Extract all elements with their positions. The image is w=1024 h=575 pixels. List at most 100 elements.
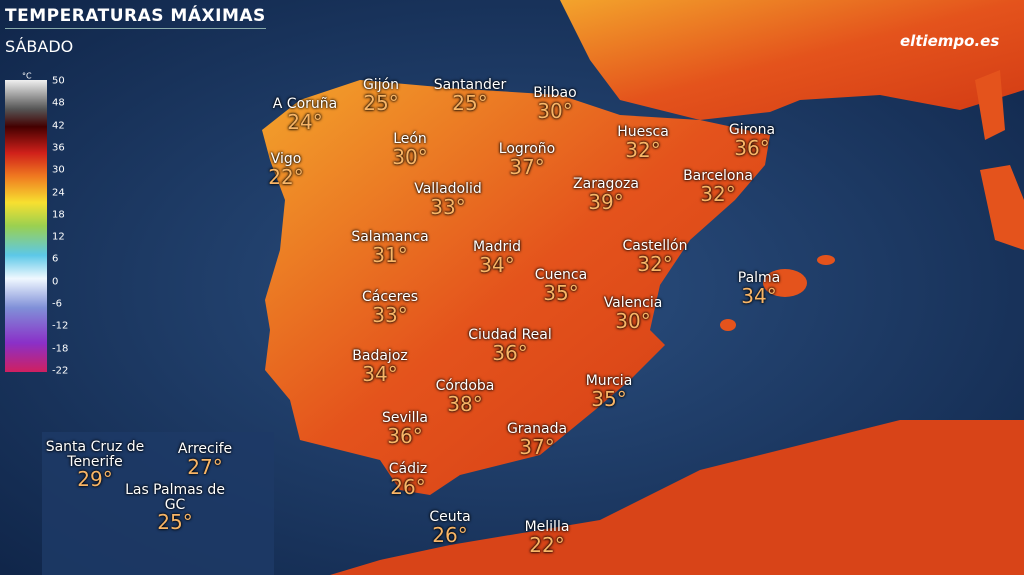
africa: [330, 420, 1024, 575]
city-name: Palma: [737, 270, 781, 286]
legend-label: -18: [52, 343, 69, 355]
legend-label: 42: [52, 120, 65, 132]
corsica-sardinia: [975, 70, 1024, 250]
city-name: Ciudad Real: [468, 327, 552, 343]
city-name: Murcia: [585, 373, 633, 389]
city-temp: 37°: [509, 154, 545, 179]
legend-label: -12: [52, 320, 69, 332]
city-label: Ciudad Real 36°: [468, 328, 552, 364]
city-label: Huesca 32°: [617, 125, 669, 161]
france: [560, 0, 1024, 120]
legend-label: 50: [52, 75, 65, 87]
city-name: Castellón: [622, 238, 688, 254]
city-temp: 25°: [452, 90, 488, 115]
city-label: A Coruña 24°: [273, 97, 337, 133]
iberia: [262, 80, 770, 495]
city-label: Murcia 35°: [586, 374, 633, 410]
city-name: Cáceres: [361, 289, 419, 305]
city-label: Logroño 37°: [499, 142, 555, 178]
city-temp: 30°: [392, 144, 428, 169]
legend-scale: [5, 80, 47, 372]
city-temp: 31°: [372, 242, 408, 267]
city-label: Cádiz 26°: [389, 462, 427, 498]
legend-unit: °C: [22, 71, 32, 81]
city-label: Valencia 30°: [604, 296, 663, 332]
city-temp: 36°: [492, 340, 528, 365]
city-temp: 32°: [700, 181, 736, 206]
city-temp: 37°: [519, 434, 555, 459]
city-label: Vigo 22°: [268, 152, 303, 188]
city-temp: 25°: [157, 510, 193, 535]
city-label: Cuenca 35°: [535, 268, 587, 304]
city-label: Salamanca 31°: [351, 230, 428, 266]
city-label: Girona 36°: [729, 123, 775, 159]
legend-label: 48: [52, 97, 65, 109]
city-temp: 32°: [625, 137, 661, 162]
city-label: Gijón 25°: [363, 78, 399, 114]
legend-label: 0: [52, 276, 59, 288]
city-name: Logroño: [498, 141, 556, 157]
city-name: Sevilla: [381, 410, 429, 426]
city-label: Castellón 32°: [623, 239, 688, 275]
city-label: Barcelona 32°: [683, 169, 753, 205]
city-name: Huesca: [617, 124, 669, 140]
city-temp: 30°: [537, 98, 573, 123]
city-temp: 33°: [372, 302, 408, 327]
mallorca: [763, 269, 807, 297]
city-temp: 39°: [588, 189, 624, 214]
city-label: Badajoz 34°: [352, 349, 407, 385]
city-name: Badajoz: [352, 348, 408, 364]
city-label: Ceuta 26°: [429, 510, 470, 546]
canarias-box: [42, 432, 274, 575]
city-name: Bilbao: [533, 85, 577, 101]
city-label: Córdoba 38°: [436, 379, 495, 415]
subtitle: SÁBADO: [5, 37, 74, 56]
city-name: Ceuta: [429, 509, 471, 525]
city-temp: 32°: [637, 251, 673, 276]
city-temp: 26°: [432, 522, 468, 547]
legend-label: 6: [52, 253, 59, 265]
city-name: Granada: [506, 421, 568, 437]
city-temp: 30°: [615, 308, 651, 333]
city-name: Salamanca: [351, 229, 429, 245]
title: TEMPERATURAS MÁXIMAS: [5, 6, 266, 29]
city-name: Zaragoza: [573, 176, 639, 192]
city-label: Arrecife 27°: [155, 442, 255, 478]
city-label: Las Palmas de GC 25°: [125, 483, 225, 533]
city-label: Zaragoza 39°: [573, 177, 639, 213]
city-name: Valladolid: [414, 181, 482, 197]
city-temp: 24°: [287, 109, 323, 134]
city-temp: 22°: [268, 164, 304, 189]
legend-label: 30: [52, 164, 65, 176]
city-label: Sevilla 36°: [382, 411, 428, 447]
city-temp: 36°: [734, 135, 770, 160]
logo: eltiempo.es: [900, 32, 1000, 50]
legend-label: 36: [52, 142, 65, 154]
legend-label: -6: [52, 298, 62, 310]
city-name: Girona: [728, 122, 776, 138]
city-label: Santa Cruz de Tenerife 29°: [45, 440, 145, 490]
city-label: Valladolid 33°: [414, 182, 482, 218]
city-temp: 25°: [363, 90, 399, 115]
city-label: Melilla 22°: [525, 520, 570, 556]
legend-label: -22: [52, 365, 69, 377]
city-name: Vigo: [270, 151, 302, 167]
city-temp: 38°: [447, 391, 483, 416]
city-temp: 29°: [77, 467, 113, 492]
city-name: Santa Cruz de Tenerife: [45, 439, 145, 470]
city-temp: 33°: [430, 194, 466, 219]
city-name: Arrecife: [177, 441, 233, 457]
city-temp: 36°: [387, 423, 423, 448]
city-name: Las Palmas de GC: [125, 482, 225, 513]
city-name: Melilla: [524, 519, 570, 535]
city-temp: 26°: [390, 474, 426, 499]
city-name: Córdoba: [435, 378, 495, 394]
city-temp: 35°: [591, 386, 627, 411]
city-name: Gijón: [362, 77, 400, 93]
legend-label: 12: [52, 231, 65, 243]
city-label: Granada 37°: [507, 422, 567, 458]
city-temp: 34°: [362, 361, 398, 386]
city-temp: 35°: [543, 280, 579, 305]
